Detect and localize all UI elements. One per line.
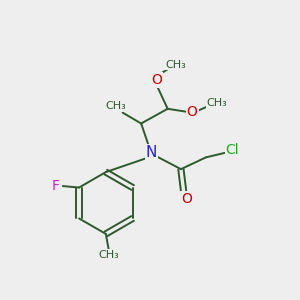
- Text: CH₃: CH₃: [106, 101, 127, 111]
- Text: N: N: [146, 146, 157, 160]
- Text: O: O: [187, 105, 197, 119]
- Text: Cl: Cl: [226, 143, 239, 157]
- Text: O: O: [151, 73, 162, 87]
- Text: O: O: [182, 192, 192, 206]
- Text: CH₃: CH₃: [206, 98, 227, 108]
- Text: CH₃: CH₃: [165, 60, 186, 70]
- Text: F: F: [52, 179, 60, 193]
- Text: CH₃: CH₃: [98, 250, 119, 260]
